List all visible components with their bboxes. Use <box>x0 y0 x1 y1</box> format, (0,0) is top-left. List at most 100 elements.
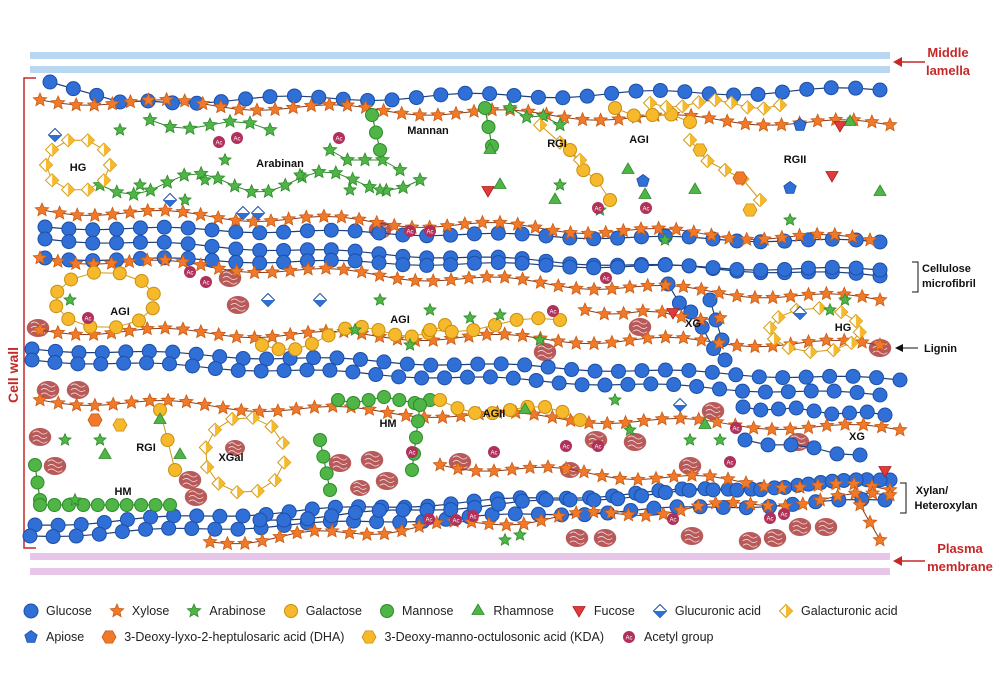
glucose-residue <box>610 363 626 379</box>
xylose-residue <box>855 416 872 432</box>
arabinose-residue <box>502 99 518 115</box>
glucose-residue <box>842 405 857 421</box>
xylose-residue <box>123 394 140 409</box>
xylose-residue <box>574 111 591 127</box>
xylose-residue <box>231 101 247 116</box>
fucose-residue <box>825 171 839 183</box>
xylose-residue <box>577 301 593 317</box>
plasma-membrane-band <box>30 553 890 575</box>
arabinose-residue <box>498 532 512 546</box>
legend-label: Glucuronic acid <box>674 604 762 618</box>
glucose-residue <box>657 485 673 501</box>
xylose-residue <box>737 115 753 131</box>
xylose-residue <box>852 496 868 512</box>
glucose-residue <box>311 89 327 105</box>
galactose-residue <box>503 403 517 417</box>
glucose-residue <box>423 357 439 373</box>
galactose-residue <box>388 327 403 342</box>
galacturonic-acid-residue <box>771 309 786 325</box>
glucose-residue <box>109 221 125 237</box>
acetyl-text: Ac <box>215 140 222 146</box>
galacturonic-acid-residue <box>834 304 849 320</box>
acetyl-group: Ac <box>622 631 635 643</box>
galacturonic-acid-residue <box>267 472 283 488</box>
glucose-residue <box>347 253 363 269</box>
acetyl-text: Ac <box>732 426 739 432</box>
xylose-residue <box>783 288 799 303</box>
apiose-residue <box>24 630 38 643</box>
xylose-residue <box>211 326 227 342</box>
glucose-residue <box>652 82 668 98</box>
glucuronic-acid-residue <box>260 292 276 308</box>
xylose-residue <box>282 326 298 342</box>
galactose-residue <box>288 342 303 357</box>
xylose-residue <box>837 416 853 431</box>
glucose-residue <box>156 219 172 235</box>
glucose-residue <box>829 446 845 462</box>
xylose-residue <box>568 280 584 296</box>
galacturonic-acid-residue <box>44 142 60 157</box>
lignin-particle <box>738 532 762 550</box>
legend-item-glucuronic: Glucuronic acid <box>651 602 761 620</box>
glucose-residue <box>399 356 415 372</box>
glucose-residue <box>760 437 776 453</box>
glucose-residue <box>728 367 744 383</box>
xylose-residue <box>175 321 191 336</box>
glucose-residue <box>207 361 223 377</box>
glucose-residue <box>872 387 888 403</box>
arabinose-residue <box>533 332 547 346</box>
glucose-residue <box>352 351 368 367</box>
xylose-residue <box>568 335 584 350</box>
xylose-residue <box>612 470 628 486</box>
legend-label: Apiose <box>46 630 85 644</box>
xylose-residue <box>604 280 620 296</box>
xylose-residue <box>68 326 84 342</box>
glucuronic-acid-residue <box>250 205 266 221</box>
glucuronic-acid-residue <box>652 603 668 619</box>
arabinose-residue <box>262 121 278 137</box>
arabinose-residue <box>109 184 125 199</box>
middle-lamella-label-line1: Middle <box>927 45 968 60</box>
arabinose-residue <box>493 307 507 321</box>
xylose-residue <box>550 333 566 348</box>
xylose-residue <box>160 392 176 407</box>
mannose-residue <box>76 498 91 512</box>
lignin-particle <box>178 471 202 489</box>
xylose-residue <box>568 504 584 520</box>
lignin-particle <box>360 451 384 469</box>
xylose-residue <box>68 96 84 112</box>
circle-yellow-icon <box>283 604 298 618</box>
glucose-residue <box>530 89 546 105</box>
glucuronic-acid-residue <box>162 192 178 208</box>
glucose-residue <box>892 372 908 388</box>
xylose-residue <box>862 514 878 530</box>
galacturonic-acid-residue <box>96 173 112 188</box>
glucose-residue <box>783 437 799 453</box>
xylose-residue <box>430 107 446 122</box>
xylose-residue <box>800 419 817 435</box>
mannose-residue <box>409 430 423 445</box>
glucose-residue <box>735 399 751 415</box>
circle-green-icon <box>379 604 394 618</box>
xylose-residue <box>157 202 173 217</box>
xylose-residue <box>228 212 244 228</box>
glucose-residue <box>252 512 268 528</box>
galactose-residue <box>603 193 617 207</box>
glucose-residue <box>323 222 339 238</box>
mannose-residue <box>392 393 407 407</box>
glucose-residue <box>587 363 603 379</box>
glucose-residue <box>514 255 530 271</box>
xylose-residue <box>711 335 727 350</box>
glucose-residue <box>586 260 602 276</box>
glucose-residue <box>555 90 571 106</box>
rhamnose-residue <box>483 142 497 154</box>
acetyl-group: Ac <box>184 266 196 278</box>
galacturonic-acid-residue <box>740 100 755 115</box>
fucose-residue <box>572 606 586 618</box>
xylose-residue <box>729 288 745 303</box>
glucose-residue <box>85 235 101 251</box>
mannose-residue <box>33 498 47 512</box>
xylose-residue <box>580 225 596 241</box>
xylose-residue <box>333 209 350 224</box>
xylose-residue <box>691 411 707 426</box>
